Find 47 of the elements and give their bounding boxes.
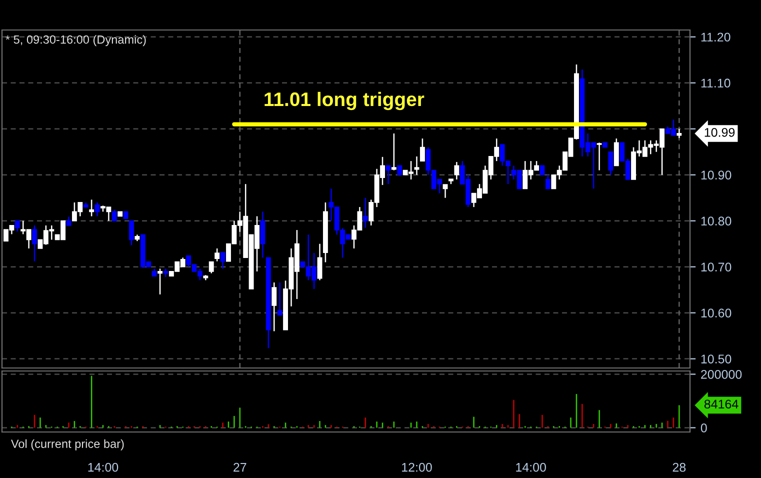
candlestick [386,165,391,185]
candlestick [94,202,100,217]
x-tick-label: 28 [672,462,686,472]
candlestick [272,282,277,332]
candlestick [32,224,37,262]
candlestick [676,128,682,139]
x-tick-label: 14:00 [88,462,118,472]
y-tick-label: 0 [700,424,707,432]
x-tick-label: 27 [234,462,246,472]
candlestick [608,151,614,176]
candlestick [362,197,368,228]
y-tick-label: 10.90 [701,170,732,180]
candlestick [214,248,220,262]
x-tick-label: 12:00 [402,462,432,472]
y-tick-label: 200000 [701,370,742,379]
candlestick [614,138,619,166]
y-tick-label: 11.20 [701,32,730,42]
candlestick [317,243,322,281]
candlestick [414,156,420,176]
y-tick-label: 10.60 [701,308,732,318]
text: Vol (current price bar) [10,439,124,450]
candlestick [397,165,402,176]
candlestick [540,165,545,176]
candlestick [129,220,134,246]
candlestick [391,132,396,171]
chart-title: * 5, 09:30-16:00 (Dynamic) [6,35,146,46]
candlestick [442,184,448,198]
y-tick-label: 10.50 [701,354,732,364]
candlestick [220,252,226,270]
candlestick [420,138,425,162]
candlestick [158,268,162,296]
candlestick [545,174,550,190]
text: 84164 [704,400,738,409]
candlestick [112,209,117,222]
candlestick [454,161,460,180]
candlestick [277,282,282,316]
y-tick-label: 10.80 [701,216,732,226]
candlestick [596,142,602,171]
annotation: 11.01 long trigger [264,92,424,110]
candlestick [208,261,214,274]
text: 10.99 [704,128,735,137]
y-tick-label: 11.10 [701,78,730,88]
candlestick [260,211,266,258]
candlestick [14,220,20,232]
candlestick [89,199,94,217]
x-tick-label: 14:00 [516,462,546,472]
y-tick-label: 10.70 [701,262,732,272]
